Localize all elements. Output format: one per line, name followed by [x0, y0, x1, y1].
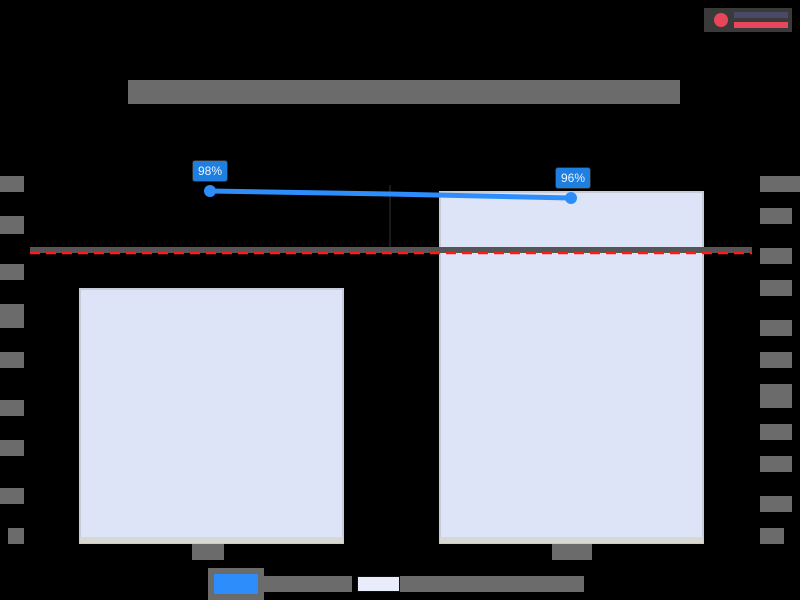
right-axis-tick-label — [760, 456, 792, 472]
right-axis-tick-label — [760, 320, 792, 336]
right-axis-tick-label — [760, 248, 792, 264]
logo-text-bottom — [734, 22, 788, 28]
left-axis-tick-label — [8, 528, 24, 544]
left-axis-tick-label — [0, 216, 24, 234]
right-axis-tick-label — [760, 384, 792, 408]
bar-base — [80, 537, 343, 543]
left-axis-tick-label — [0, 176, 24, 192]
right-axis-tick-label — [760, 352, 792, 368]
bar-category-2 — [439, 191, 704, 544]
legend-label-line — [264, 576, 352, 592]
right-axis-tick-label — [760, 176, 800, 192]
reference-line-bg — [30, 247, 752, 253]
data-point-1[interactable] — [204, 185, 216, 197]
legend-swatch-bar[interactable] — [357, 576, 400, 592]
left-axis-tick-label — [0, 264, 24, 280]
right-axis-tick-label — [760, 528, 784, 544]
data-label-1: 98% — [192, 160, 229, 182]
bar-base — [440, 537, 703, 543]
left-axis-tick-label — [0, 352, 24, 368]
line-series — [207, 188, 574, 201]
right-axis-tick-label — [760, 424, 792, 440]
data-label-2: 96% — [555, 167, 592, 189]
brand-logo — [704, 8, 792, 32]
right-axis-tick-label — [760, 280, 792, 296]
legend-label-bar — [400, 576, 584, 592]
logo-icon — [714, 13, 728, 27]
left-axis-tick-label — [0, 488, 24, 504]
legend-swatch-line[interactable] — [208, 568, 264, 600]
bar-category-1 — [79, 288, 344, 544]
data-point-2[interactable] — [565, 192, 577, 204]
chart-title — [128, 80, 680, 104]
x-axis-label-1 — [192, 544, 224, 560]
right-axis-tick-label — [760, 496, 792, 512]
left-axis-tick-label — [0, 440, 24, 456]
left-axis-tick-label — [0, 304, 24, 328]
left-axis-tick-label — [0, 400, 24, 416]
x-axis-label-2 — [552, 544, 592, 560]
right-axis-tick-label — [760, 208, 792, 224]
logo-text-top — [734, 12, 788, 18]
